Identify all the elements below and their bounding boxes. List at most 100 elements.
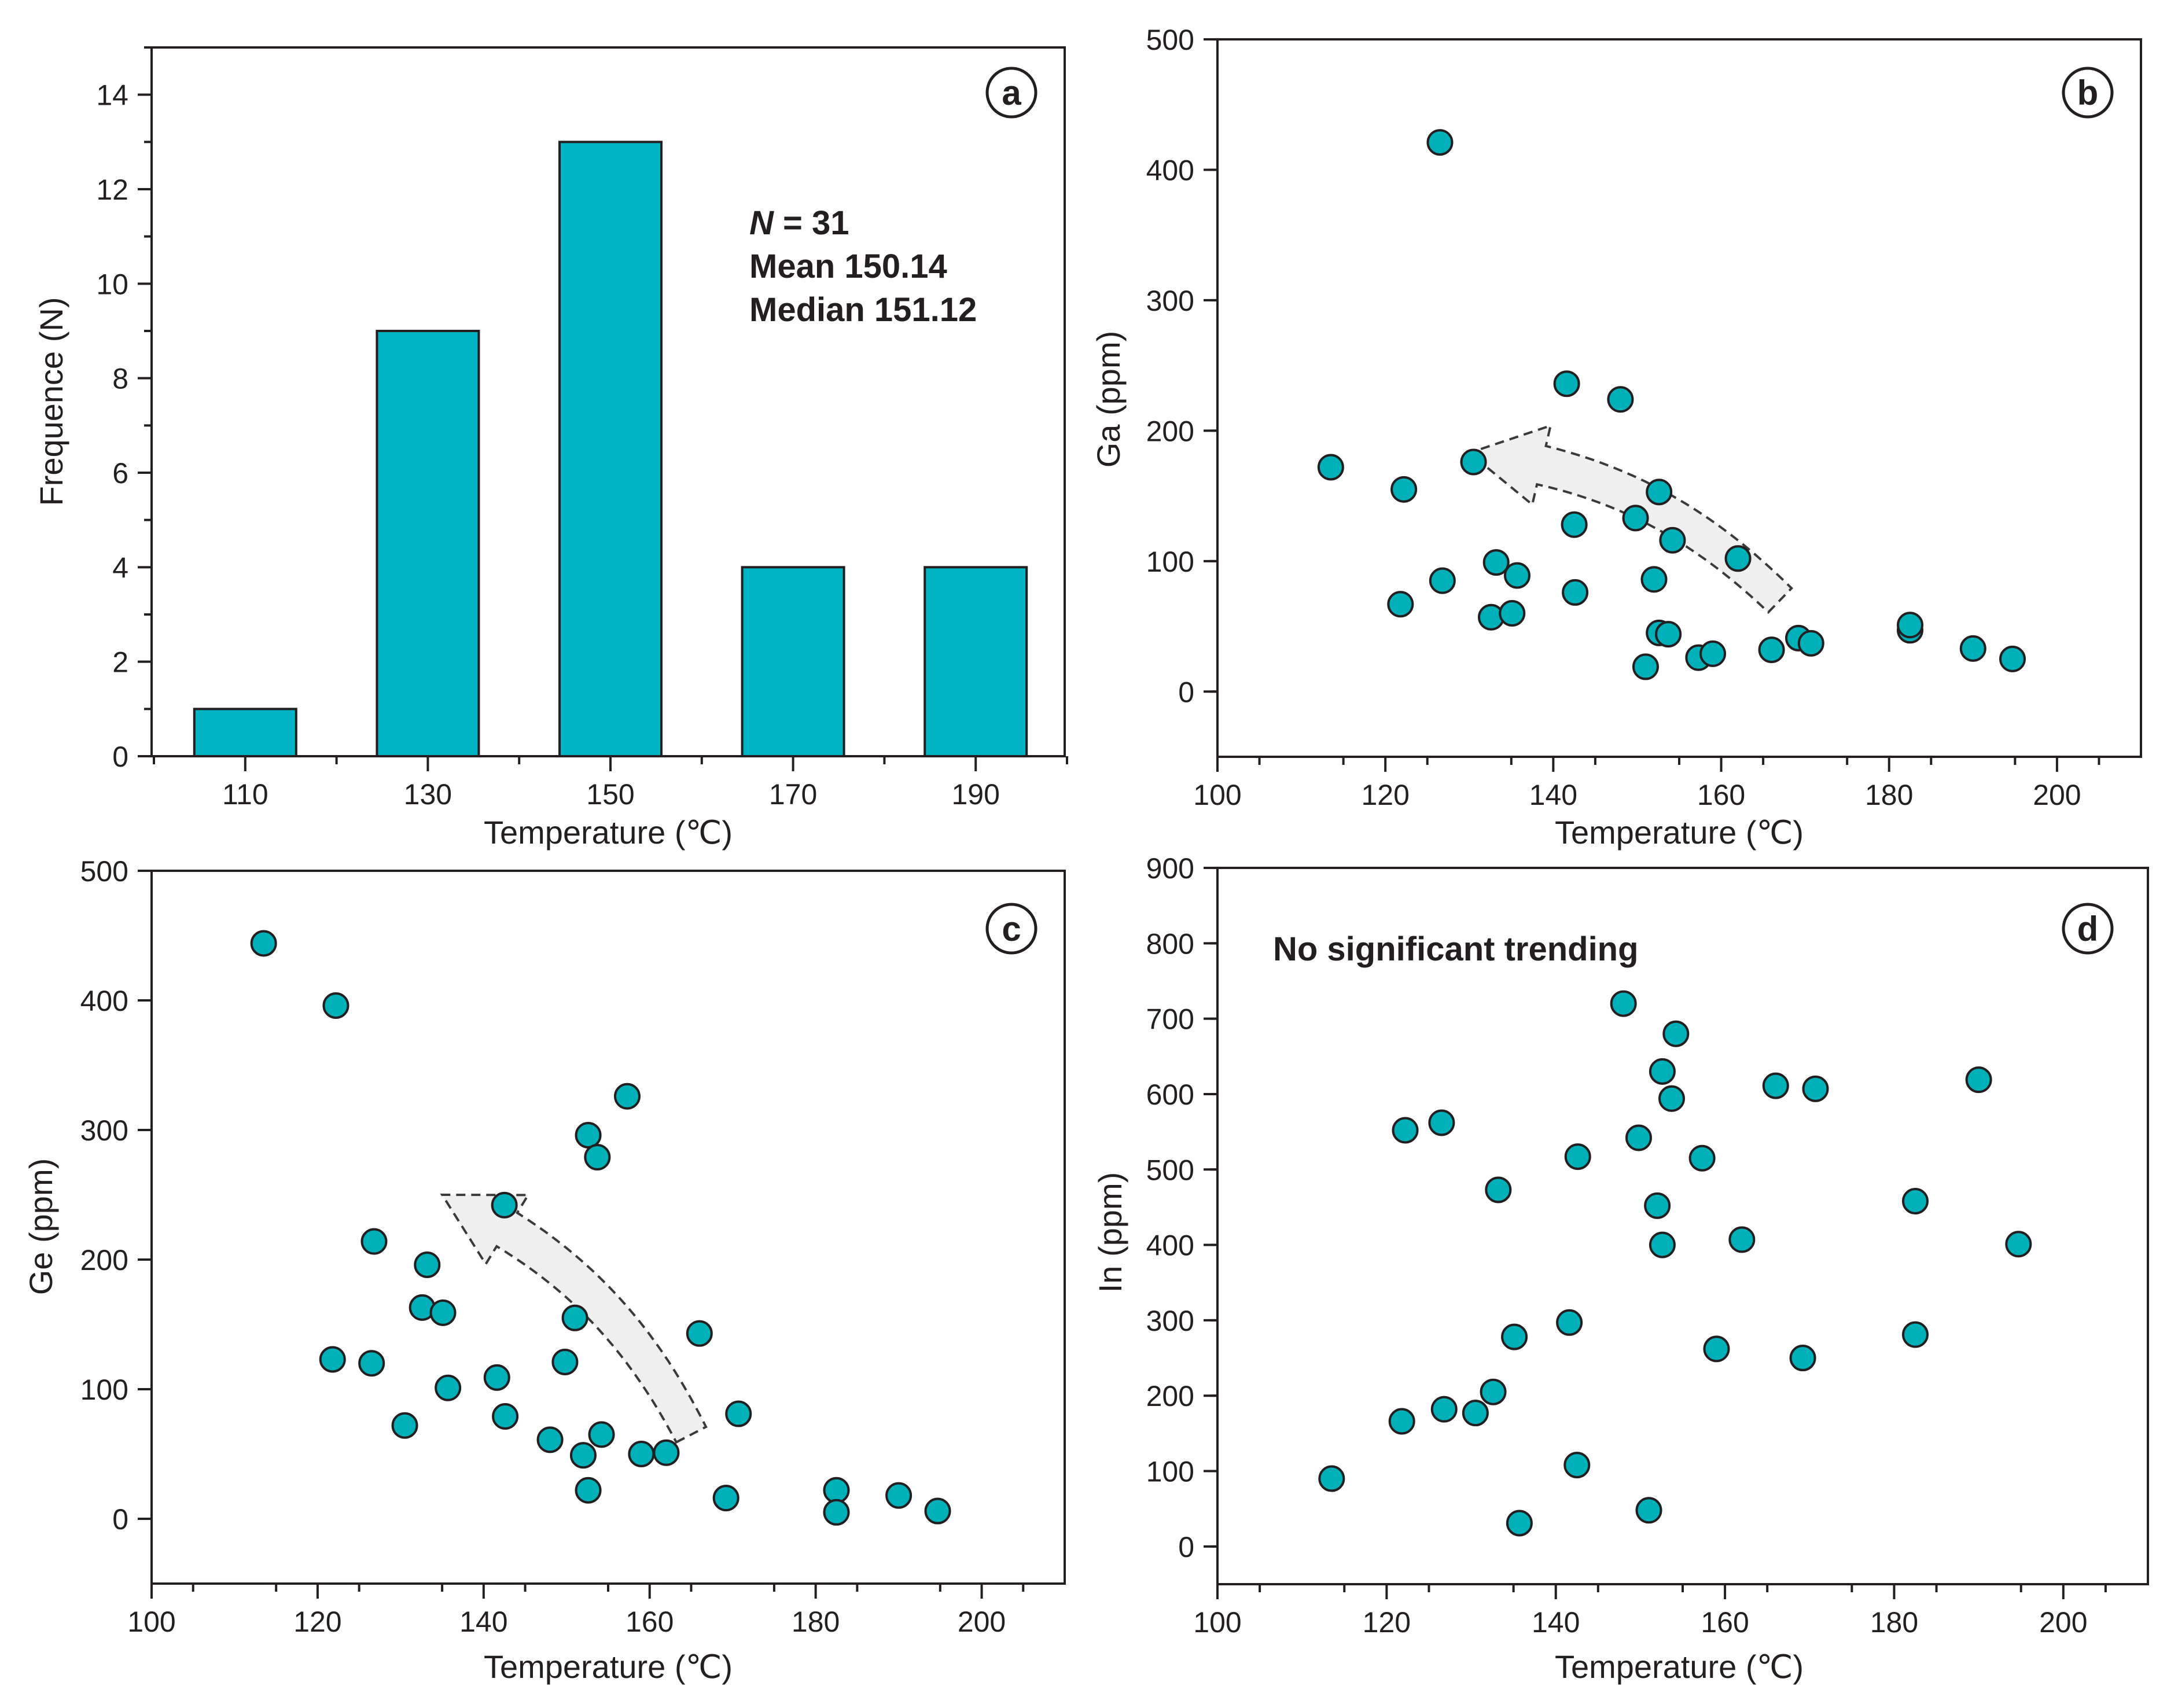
panel-d-point xyxy=(1644,1192,1671,1219)
panel-d-y-axis-title: In (ppm) xyxy=(1092,1172,1128,1293)
panel-b-x-tick-label-180: 180 xyxy=(1865,779,1913,811)
panel-d-trend-note: No significant trending xyxy=(1273,930,1639,968)
panel-c-x-tick-label-180: 180 xyxy=(792,1606,840,1638)
panel-b-y-tick-label-400: 400 xyxy=(1146,154,1194,186)
panel-c-point xyxy=(575,1121,602,1149)
panel-d-point xyxy=(1658,1085,1685,1112)
panel-b-point xyxy=(1553,370,1580,397)
panel-b-y-tick-label-300: 300 xyxy=(1146,285,1194,317)
panel-d-y-tick-label-200: 200 xyxy=(1146,1380,1194,1412)
panel-a-x-tick-label-150: 150 xyxy=(586,778,634,811)
panel-c-point xyxy=(536,1426,564,1453)
panel-d-point xyxy=(2005,1231,2032,1258)
panel-b-point xyxy=(1460,448,1487,476)
panel-d-point xyxy=(1728,1226,1756,1253)
panel-d-point xyxy=(1563,1452,1591,1479)
panel-c-point xyxy=(322,992,349,1019)
panel-a-y-tick-label-6: 6 xyxy=(112,457,128,489)
panel-a-label-badge: a xyxy=(985,67,1037,119)
panel-c-point xyxy=(885,1482,913,1509)
panel-d-point xyxy=(1635,1497,1662,1524)
panel-a-y-tick-label-12: 12 xyxy=(96,174,128,206)
panel-d-label: d xyxy=(2077,910,2099,948)
panel-b-x-tick-label-200: 200 xyxy=(2033,779,2081,811)
panel-a-bar-110 xyxy=(193,708,297,758)
panel-b-y-tick-label-0: 0 xyxy=(1178,676,1194,708)
panel-c-y-tick-label-300: 300 xyxy=(80,1114,128,1147)
panel-c-point xyxy=(823,1477,850,1504)
panel-c-point xyxy=(628,1441,655,1467)
panel-d-point xyxy=(1625,1124,1652,1151)
panel-b-point xyxy=(1959,635,1986,662)
panel-b-point xyxy=(1429,567,1456,594)
panel-c-point xyxy=(429,1299,457,1326)
panel-c-trend-arrow xyxy=(440,1193,708,1444)
panel-a-bars xyxy=(193,141,1028,758)
panel-d-point xyxy=(1789,1345,1816,1372)
panel-b-point xyxy=(1622,505,1649,532)
panel-b-point xyxy=(1655,621,1682,648)
panel-b-y-tick-label-200: 200 xyxy=(1146,415,1194,447)
panel-c-y-tick-label-200: 200 xyxy=(80,1244,128,1276)
panel-d-point xyxy=(1688,1144,1716,1172)
panel-d-y-tick-label-300: 300 xyxy=(1146,1305,1194,1337)
panel-d-point xyxy=(1480,1378,1507,1405)
panel-c-point xyxy=(725,1400,752,1427)
panel-d-y-tick-label-900: 900 xyxy=(1146,852,1194,885)
panel-a-n-symbol: N xyxy=(749,204,774,242)
panel-b-point xyxy=(1646,478,1673,506)
panel-d-y-tick-label-500: 500 xyxy=(1146,1154,1194,1186)
panel-b: 100 120 140 160 180 200 0 100 200 300 400 500 Tempe… xyxy=(1090,24,2142,851)
panel-b-point xyxy=(1561,511,1588,538)
panel-d-point xyxy=(1392,1117,1419,1144)
panel-d-y-tick-label-100: 100 xyxy=(1146,1456,1194,1488)
panel-b-point xyxy=(1317,454,1344,481)
panel-b-x-axis-title: Temperature (℃) xyxy=(1555,814,1804,851)
panel-d: 100 120 140 160 180 200 0 100 200 300 400 500 600 700… xyxy=(1092,852,2149,1685)
panel-b-x-tick-label-160: 160 xyxy=(1697,779,1745,811)
panel-b-ticks: 100 120 140 160 180 200 0 100 200 300 400 500 xyxy=(1146,24,2100,811)
panel-c-x-tick-label-120: 120 xyxy=(293,1606,341,1638)
panel-b-plot-frame xyxy=(1216,38,2142,758)
panel-b-point xyxy=(1999,645,2026,672)
panel-c-point xyxy=(653,1439,680,1466)
panel-c-point xyxy=(319,1346,346,1373)
panel-c-y-tick-label-400: 400 xyxy=(80,985,128,1017)
panel-a-stats-annotation: N = 31 Mean 150.14 Median 151.12 xyxy=(749,204,977,329)
panel-d-x-tick-label-120: 120 xyxy=(1363,1606,1411,1639)
panel-c-label: c xyxy=(1002,910,1021,948)
panel-c-ticks: 100 120 140 160 180 200 0 100 200 300 400 500 xyxy=(80,855,1025,1638)
panel-b-point xyxy=(1390,476,1418,503)
panel-d-point xyxy=(1485,1176,1512,1203)
panel-d-x-tick-label-200: 200 xyxy=(2039,1606,2087,1639)
panel-a-label: a xyxy=(1002,73,1021,112)
panel-c-point xyxy=(391,1412,418,1439)
panel-a-label-circle xyxy=(985,67,1037,119)
panel-c-label-badge: c xyxy=(985,903,1037,955)
panel-c-label-circle xyxy=(985,903,1037,955)
panel-d-label-circle xyxy=(2062,903,2114,955)
panel-c-point xyxy=(358,1350,385,1377)
panel-b-point xyxy=(1640,566,1668,593)
panel-d-y-tick-label-600: 600 xyxy=(1146,1078,1194,1111)
panel-a-mean-annotation: Mean 150.14 xyxy=(749,248,947,285)
panel-b-point xyxy=(1482,549,1510,576)
panel-b-point xyxy=(1724,545,1752,572)
panel-c-point xyxy=(360,1228,388,1255)
panel-a-bar-170 xyxy=(741,566,845,757)
panel-a: 110 130 150 170 190 0 2 4 6 8 10 12 14 Temperature (… xyxy=(33,46,1068,851)
panel-c-point xyxy=(686,1320,713,1347)
panel-b-y-axis-title: Ga (ppm) xyxy=(1090,331,1127,468)
panel-b-point xyxy=(1699,640,1727,667)
panel-d-point xyxy=(1428,1109,1455,1136)
panel-c-y-axis-title: Ge (ppm) xyxy=(23,1158,59,1295)
panel-c-point xyxy=(712,1485,739,1512)
panel-c-y-tick-label-100: 100 xyxy=(80,1374,128,1406)
panel-c-x-axis-title: Temperature (℃) xyxy=(484,1648,733,1685)
panel-d-point xyxy=(1662,1020,1690,1047)
panel-d-x-tick-label-140: 140 xyxy=(1532,1606,1580,1639)
panel-b-point xyxy=(1632,653,1659,680)
panel-a-bar-190 xyxy=(924,566,1028,757)
panel-d-x-tick-label-100: 100 xyxy=(1193,1606,1241,1639)
